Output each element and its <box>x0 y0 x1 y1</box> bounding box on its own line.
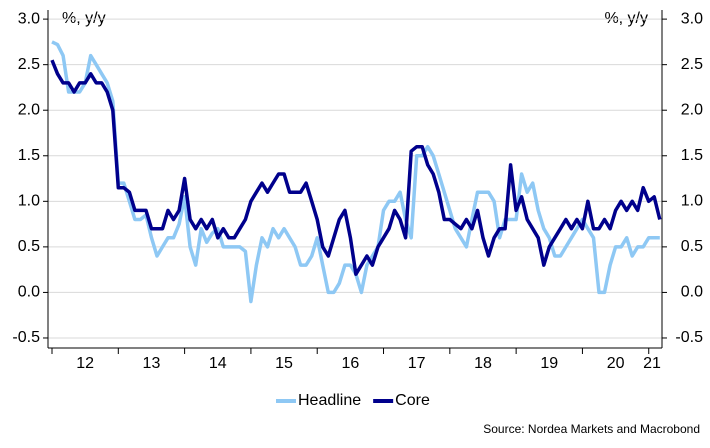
x-tick-label: 14 <box>209 355 227 372</box>
x-tick-label: 16 <box>341 355 359 372</box>
x-tick-label: 12 <box>76 355 94 372</box>
y2-tick-label: 0.5 <box>681 238 703 255</box>
source: Source: Nordea Markets and Macrobond <box>483 422 700 436</box>
x-tick-label: 15 <box>275 355 293 372</box>
y2-tick-label: 3.0 <box>681 10 703 27</box>
y2-tick-label: -0.5 <box>675 329 703 346</box>
y2-tick-label: 0.0 <box>681 284 703 301</box>
y-tick-label: 2.0 <box>18 101 40 118</box>
x-tick-label: 19 <box>540 355 558 372</box>
y-tick-label: 0.5 <box>18 238 40 255</box>
x-tick-label: 13 <box>143 355 161 372</box>
y-tick-label: 3.0 <box>18 10 40 27</box>
y-tick-label: 1.5 <box>18 147 40 164</box>
x-tick-label: 18 <box>474 355 492 372</box>
y-tick-label: -0.5 <box>12 329 40 346</box>
y2-tick-label: 2.0 <box>681 101 703 118</box>
x-tick-label: 17 <box>408 355 426 372</box>
y-tick-label: 2.5 <box>18 56 40 73</box>
y2-tick-label: 1.5 <box>681 147 703 164</box>
y-tick-label: 1.0 <box>18 193 40 210</box>
legend-label: Core <box>395 392 430 409</box>
x-tick-label: 21 <box>643 355 661 372</box>
legend-label: Headline <box>298 392 361 409</box>
y2-tick-label: 2.5 <box>681 56 703 73</box>
x-tick-label: 20 <box>607 355 625 372</box>
y2-tick-label: 1.0 <box>681 193 703 210</box>
series-line <box>50 59 662 276</box>
y-tick-label: 0.0 <box>18 284 40 301</box>
